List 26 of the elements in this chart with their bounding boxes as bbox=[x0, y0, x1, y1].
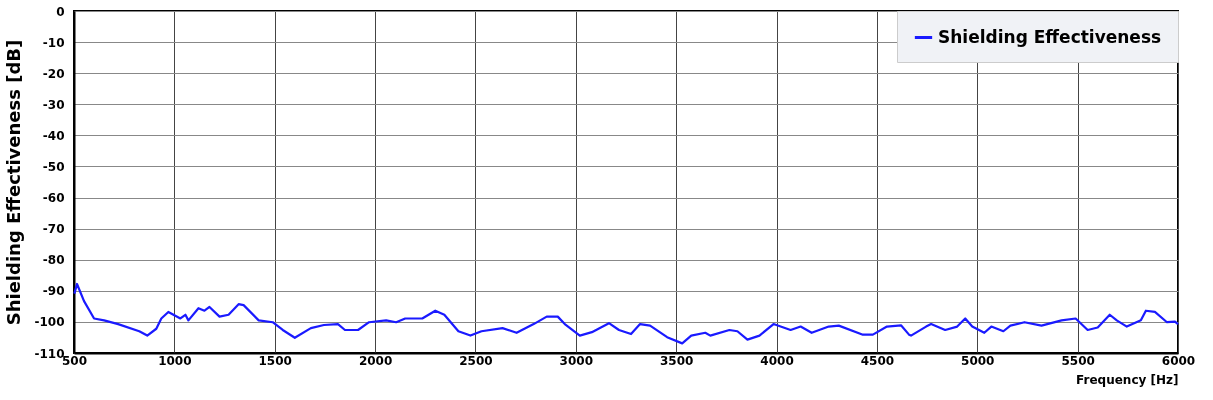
y-tick-label: -10 bbox=[42, 35, 65, 50]
y-tick-label: -30 bbox=[42, 97, 65, 112]
x-tick-label: 1000 bbox=[158, 353, 192, 368]
x-tick-label: 3500 bbox=[659, 353, 694, 368]
x-tick-label: 5000 bbox=[961, 353, 995, 368]
y-tick-label: -90 bbox=[42, 284, 65, 299]
x-tick-label: 1500 bbox=[258, 353, 292, 368]
y-tick-label: -70 bbox=[42, 222, 65, 237]
x-tick-label: 6000 bbox=[1161, 353, 1196, 368]
x-tick-label: 5500 bbox=[1061, 353, 1095, 368]
y-tick-label: -100 bbox=[34, 315, 65, 330]
y-tick-label: -60 bbox=[42, 191, 65, 206]
y-tick-label: -80 bbox=[42, 253, 65, 268]
y-tick-label: -50 bbox=[42, 159, 65, 174]
x-tick-label: 2500 bbox=[459, 353, 493, 368]
line-series bbox=[73, 282, 1180, 345]
y-tick-label: 0 bbox=[56, 4, 65, 19]
x-tick-label: 4500 bbox=[860, 353, 895, 368]
y-axis-title: Shielding Effectiveness [dB] bbox=[3, 39, 25, 326]
x-tick-label: 4000 bbox=[760, 353, 794, 368]
x-axis-title: Frequency [Hz] bbox=[1076, 372, 1179, 387]
y-tick-label: -40 bbox=[42, 128, 65, 143]
legend-label: Shielding Effectiveness bbox=[938, 26, 1162, 47]
y-tick-label: -20 bbox=[42, 66, 65, 81]
x-tick-label: 2000 bbox=[358, 353, 393, 368]
x-tick-label: 3000 bbox=[559, 353, 594, 368]
